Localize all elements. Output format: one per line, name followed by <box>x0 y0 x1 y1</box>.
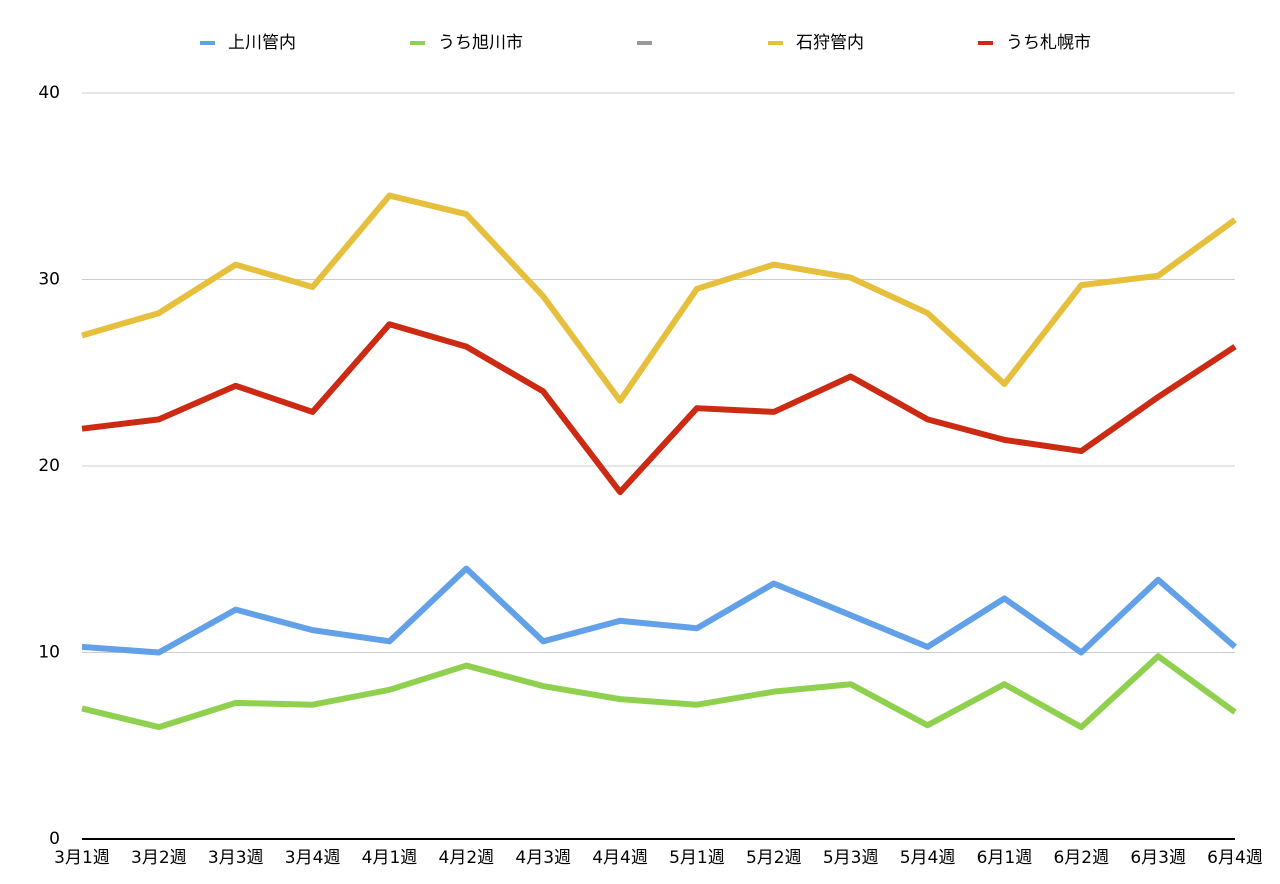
series-line <box>81 565 1237 656</box>
x-tick-label: 5月1週 <box>669 848 725 868</box>
y-tick-label: 40 <box>38 83 60 103</box>
y-tick-label: 0 <box>49 829 60 849</box>
series-line <box>81 192 1237 404</box>
x-tick-label: 3月2週 <box>131 848 187 868</box>
y-tick-label: 10 <box>38 643 60 663</box>
x-tick-label: 3月4週 <box>285 848 341 868</box>
series-line <box>81 321 1237 496</box>
x-tick-label: 4月1週 <box>362 848 418 868</box>
y-tick-label: 30 <box>38 270 60 290</box>
x-tick-label: 6月3週 <box>1130 848 1186 868</box>
x-tick-label: 3月1週 <box>54 848 110 868</box>
legend-label: 上川管内 <box>228 33 296 53</box>
x-tick-label: 6月4週 <box>1207 848 1263 868</box>
x-tick-label: 6月2週 <box>1053 848 1109 868</box>
x-tick-label: 4月4週 <box>592 848 648 868</box>
x-tick-label: 4月2週 <box>439 848 495 868</box>
x-tick-label: 6月1週 <box>977 848 1033 868</box>
legend-label: うち札幌市 <box>1006 33 1091 53</box>
series-line <box>81 653 1237 731</box>
x-tick-label: 4月3週 <box>515 848 571 868</box>
x-tick-label: 5月4週 <box>900 848 956 868</box>
x-tick-label: 5月3週 <box>823 848 879 868</box>
y-tick-label: 20 <box>38 456 60 476</box>
legend-label: 石狩管内 <box>796 33 864 53</box>
x-tick-label: 5月2週 <box>746 848 802 868</box>
legend-label: うち旭川市 <box>438 33 523 53</box>
x-tick-label: 3月3週 <box>208 848 264 868</box>
